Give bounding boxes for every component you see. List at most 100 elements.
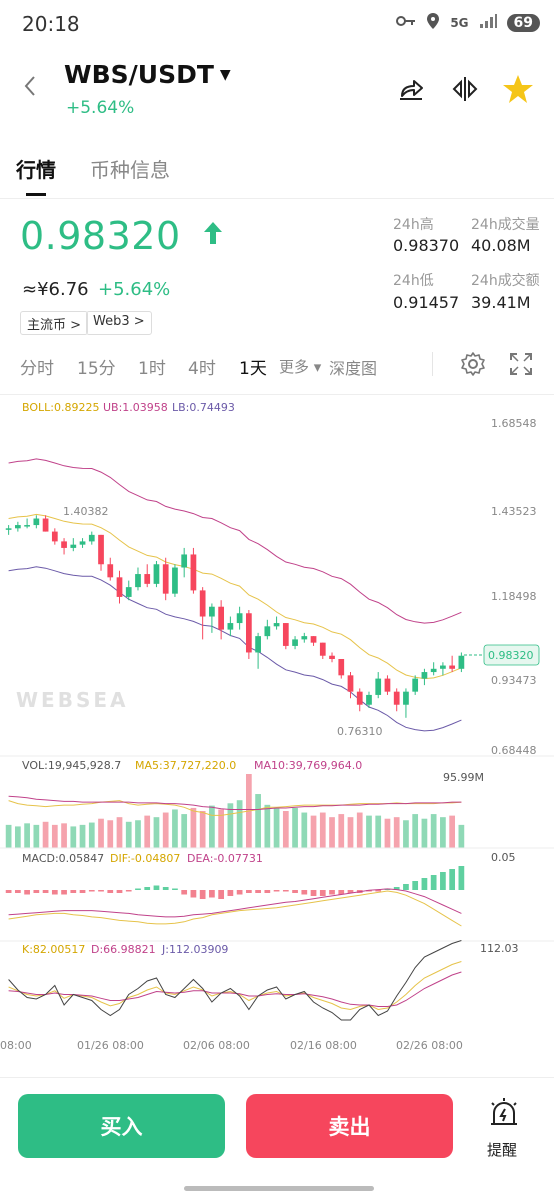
volume-bar xyxy=(375,815,382,848)
volume-bar xyxy=(42,821,49,848)
price-axis-label: 0.93473 xyxy=(491,674,537,687)
candle-body xyxy=(125,587,132,597)
tag-mainstream[interactable]: 主流币 > xyxy=(20,311,89,335)
candle-body xyxy=(384,678,391,692)
candle-body xyxy=(292,639,298,646)
volume-bar xyxy=(24,823,30,848)
macd-bar xyxy=(264,890,271,893)
volume-bar xyxy=(107,820,114,848)
volume-max-label: 95.99M xyxy=(443,771,484,784)
cny-change: +5.64% xyxy=(98,279,171,300)
alert-button[interactable] xyxy=(487,1096,521,1134)
favorite-button[interactable] xyxy=(501,72,535,106)
volume-bar xyxy=(440,817,446,848)
ma10-line xyxy=(8,795,462,810)
tag-web3[interactable]: Web3 > xyxy=(86,311,152,335)
candle-body xyxy=(375,678,382,695)
signal-icon xyxy=(479,13,497,33)
x-axis-label: 02/16 08:00 xyxy=(290,1039,357,1052)
boll-lines xyxy=(8,458,462,732)
share-button[interactable] xyxy=(394,72,428,106)
macd-bar xyxy=(310,890,317,896)
fullscreen-button[interactable] xyxy=(508,351,534,381)
volume-bar xyxy=(458,824,465,848)
chart-settings-button[interactable] xyxy=(460,351,486,381)
volume-bar xyxy=(144,815,151,848)
compare-button[interactable] xyxy=(448,72,482,106)
candle-body xyxy=(190,554,197,591)
volume-bar xyxy=(14,826,21,848)
volume-bar xyxy=(218,809,225,848)
interval-1d[interactable]: 1天 xyxy=(239,359,267,379)
volume-bar xyxy=(209,805,215,848)
macd-bar xyxy=(5,890,12,893)
dif-label: DIF:-0.04807 xyxy=(110,852,180,865)
volume-bar xyxy=(356,812,363,848)
watermark: WEBSEA xyxy=(16,688,129,712)
volume-bar xyxy=(412,814,419,848)
macd-axis-label: 0.05 xyxy=(491,851,516,864)
candle-body xyxy=(51,531,58,542)
sell-button[interactable]: 卖出 xyxy=(246,1094,453,1158)
candle-body xyxy=(24,525,30,527)
tab-coin-info[interactable]: 币种信息 xyxy=(90,158,170,182)
volume-bar xyxy=(264,804,271,848)
macd-bar xyxy=(14,890,21,893)
interval-4h[interactable]: 4时 xyxy=(188,359,216,379)
volume-bar xyxy=(125,821,132,848)
lb-label: LB:0.74493 xyxy=(172,401,235,414)
interval-15m[interactable]: 15分 xyxy=(77,359,116,379)
candle-body xyxy=(116,577,123,597)
volume-bar xyxy=(338,814,345,848)
macd-bar xyxy=(440,872,446,890)
ma5-line xyxy=(8,800,462,816)
volume-bar xyxy=(227,803,234,848)
macd-bar xyxy=(98,890,104,892)
candle-body xyxy=(458,655,465,669)
pair-name: WBS/USDT xyxy=(64,60,214,89)
amount-label: 24h成交额 xyxy=(471,273,540,289)
candle-body xyxy=(153,564,160,584)
volume-bar xyxy=(88,822,95,848)
j-label: J:112.03909 xyxy=(161,943,228,956)
macd-histogram xyxy=(5,866,465,927)
volume-bar xyxy=(236,800,243,848)
macd-bar xyxy=(125,890,132,892)
interval-more[interactable]: 更多 ▾ xyxy=(279,358,322,376)
candle-body xyxy=(218,606,225,630)
candle-body xyxy=(403,691,409,705)
candle-body xyxy=(421,672,428,679)
candles xyxy=(5,515,465,718)
macd-bar xyxy=(162,887,169,890)
candle-body xyxy=(319,642,326,656)
cny-price: ≈¥6.76 xyxy=(22,279,89,300)
buy-button[interactable]: 买入 xyxy=(18,1094,225,1158)
j-line xyxy=(8,940,462,1021)
candle-body xyxy=(430,668,437,673)
macd-bar xyxy=(301,890,308,895)
candle-body xyxy=(393,691,400,705)
alarm-icon xyxy=(491,1098,517,1125)
back-button[interactable] xyxy=(22,74,38,103)
candle-body xyxy=(449,665,456,669)
divider xyxy=(0,394,554,395)
home-indicator xyxy=(184,1186,374,1191)
macd-bar xyxy=(227,890,234,896)
depth-chart-tab[interactable]: 深度图 xyxy=(329,359,378,378)
volume-bar xyxy=(5,824,12,848)
k-label: K:82.00517 xyxy=(22,943,85,956)
arrow-up-icon xyxy=(204,222,223,244)
macd-bar xyxy=(33,890,40,893)
price-axis-label: 0.68448 xyxy=(491,744,537,757)
pair-selector[interactable]: WBS/USDT ▼ xyxy=(64,60,231,89)
volume-bar xyxy=(70,826,77,848)
candlestick-chart[interactable]: BOLL:0.89225 UB:1.03958 LB:0.74493 1.685… xyxy=(0,392,554,1072)
location-icon xyxy=(426,12,440,34)
macd-bar xyxy=(319,890,326,896)
interval-line[interactable]: 分时 xyxy=(20,359,54,379)
tab-market[interactable]: 行情 xyxy=(16,158,56,182)
candle-body xyxy=(338,658,345,676)
interval-1h[interactable]: 1时 xyxy=(138,359,166,379)
ub-label: UB:1.03958 xyxy=(103,401,168,414)
macd-bar xyxy=(255,890,261,893)
